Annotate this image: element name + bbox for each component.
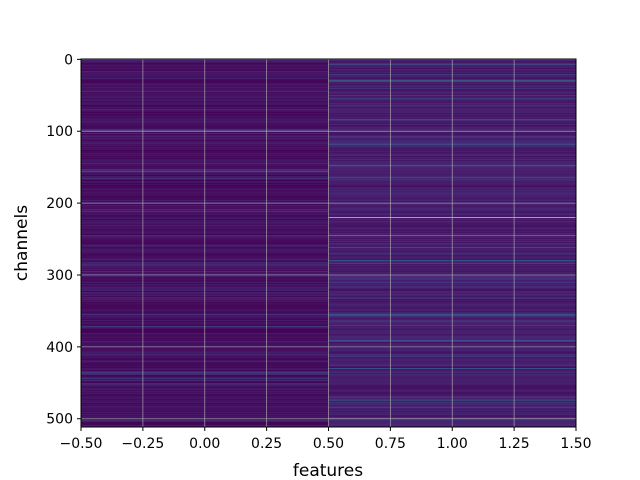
x-tick-label: 0.25 — [251, 436, 282, 452]
y-axis: 0 100 200 300 400 500 — [46, 52, 81, 428]
x-tick-label: 1.50 — [560, 436, 591, 452]
y-tick-label: 200 — [46, 196, 73, 212]
y-tick-label: 100 — [46, 124, 73, 140]
x-tick-label: 1.00 — [437, 436, 468, 452]
x-tick-label: 0.75 — [375, 436, 406, 452]
y-tick-label: 400 — [46, 340, 73, 356]
y-tick-label: 0 — [64, 52, 73, 68]
y-tick-label: 500 — [46, 412, 73, 428]
x-axis: −0.50 −0.25 0.00 0.25 0.50 0.75 1.00 1.25 1.50 — [60, 427, 592, 452]
x-axis-label: features — [293, 461, 363, 480]
x-tick-label: −0.25 — [121, 436, 164, 452]
x-tick-label: −0.50 — [60, 436, 103, 452]
x-tick-label: 0.50 — [313, 436, 344, 452]
x-tick-label: 0.00 — [189, 436, 220, 452]
y-tick-label: 300 — [46, 268, 73, 284]
y-axis-label: channels — [12, 205, 32, 281]
x-tick-label: 1.25 — [499, 436, 530, 452]
